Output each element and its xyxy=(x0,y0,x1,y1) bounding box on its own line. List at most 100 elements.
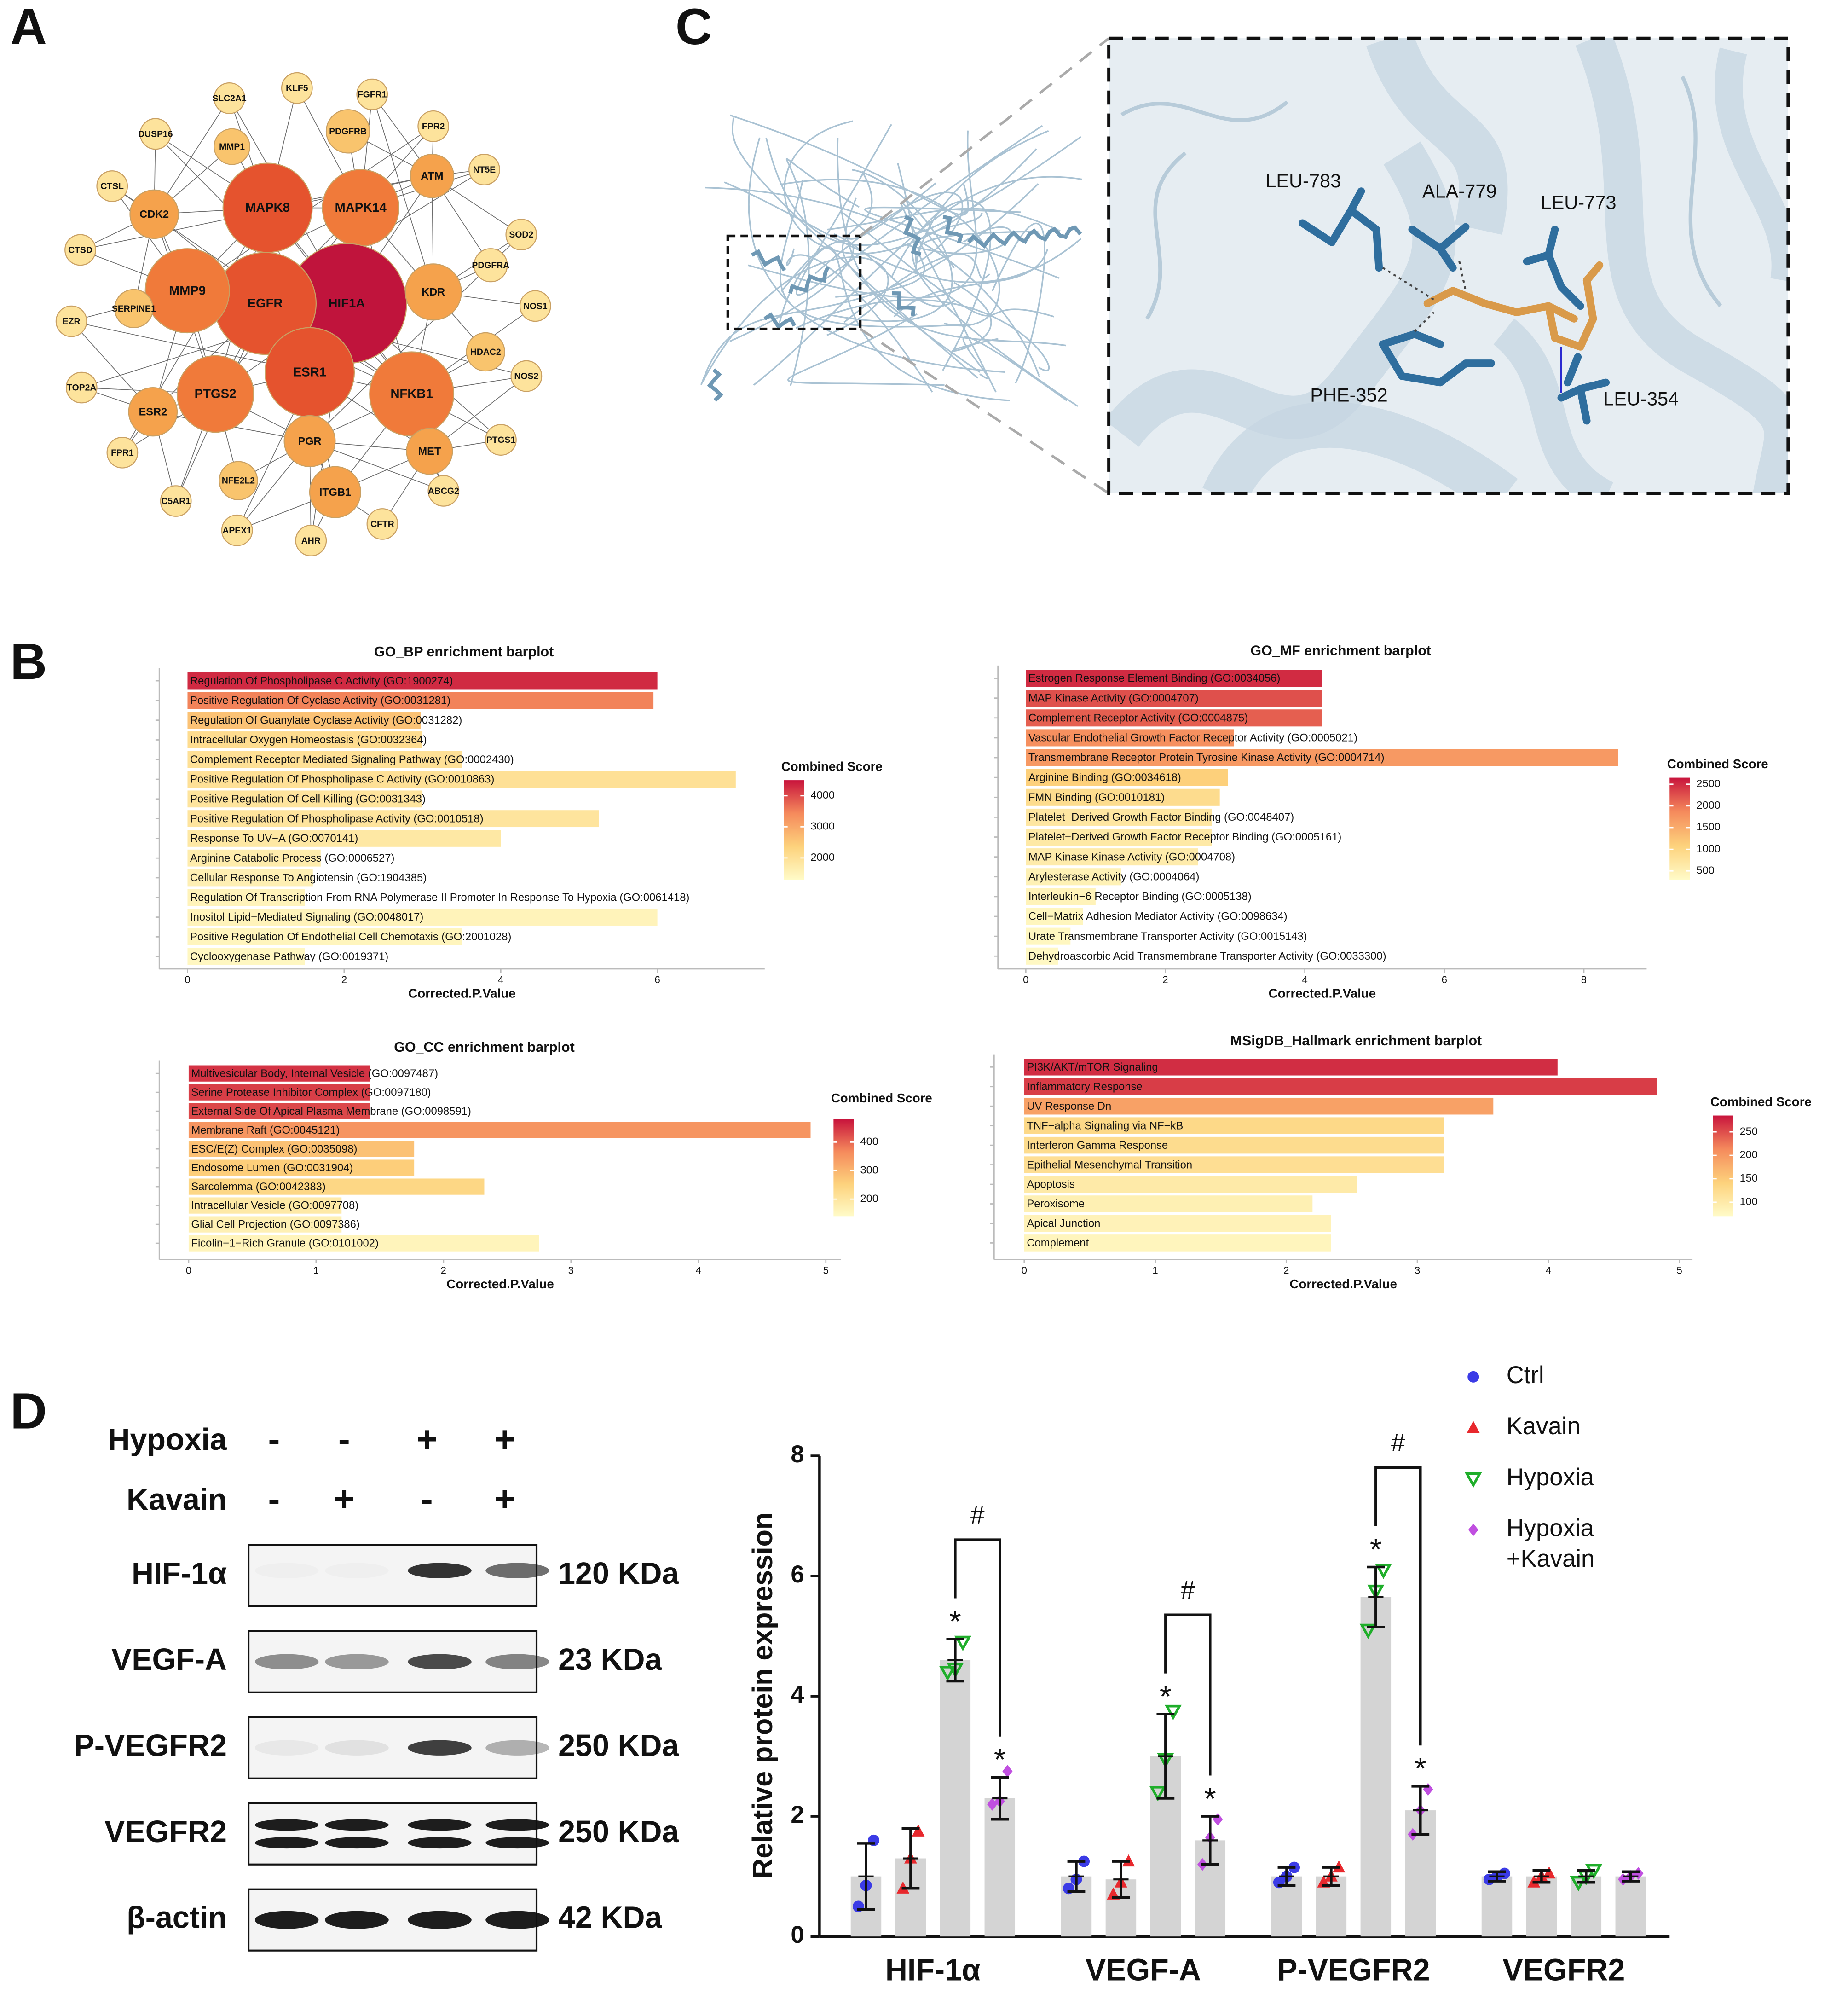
bar-label: Platelet−Derived Growth Factor Receptor … xyxy=(1028,831,1342,843)
network-node xyxy=(519,290,551,322)
blot-band xyxy=(408,1837,472,1849)
bar-label: Regulation Of Phospholipase C Activity (… xyxy=(190,675,453,687)
x-tick-label: HIF-1α xyxy=(885,1953,981,1987)
network-node xyxy=(221,514,253,546)
bar-label: Cellular Response To Angiotensin (GO:190… xyxy=(190,872,427,884)
blot-band xyxy=(325,1740,389,1756)
blot-band xyxy=(485,1911,549,1929)
x-tick-label: VEGFR2 xyxy=(1502,1953,1625,1987)
x-tick-label: 0 xyxy=(186,1264,191,1276)
blot-band xyxy=(254,1740,319,1756)
zoom-box-small xyxy=(726,234,862,330)
node-label: KDR xyxy=(422,286,445,298)
x-tick-label: 5 xyxy=(1676,1264,1682,1276)
x-tick-label: 4 xyxy=(1302,974,1307,985)
node-label: PDGFRA xyxy=(472,261,509,271)
x-tick-label: 6 xyxy=(1442,974,1447,985)
enrichment-chart: GO_MF enrichment barplot Estrogen Respons… xyxy=(994,643,1768,1001)
node-label: PGR xyxy=(298,435,322,447)
x-tick-label: 2 xyxy=(341,974,347,985)
condition-sign: - xyxy=(421,1479,433,1519)
protein-coil xyxy=(724,181,1082,283)
bar-label: External Side Of Apical Plasma Membrane … xyxy=(191,1105,471,1118)
blot-band xyxy=(254,1911,319,1929)
x-tick-label: 4 xyxy=(498,974,503,985)
colorbar-label: 150 xyxy=(1740,1172,1758,1184)
condition-sign: - xyxy=(268,1479,280,1519)
protein-coil xyxy=(962,336,1068,401)
node-label: MAPK8 xyxy=(245,200,290,214)
docking-panel: LEU-783 ALA-779 LEU-773 PHE-352 LEU-354 xyxy=(700,36,1790,495)
colorbar-label: 3000 xyxy=(811,820,835,832)
data-point xyxy=(954,1635,972,1651)
panel-label: C xyxy=(676,0,712,55)
bar xyxy=(1024,1097,1494,1115)
network-node xyxy=(129,189,179,239)
node-label: ESR1 xyxy=(293,365,326,379)
node-label: DUSP16 xyxy=(138,129,173,139)
protein-coil xyxy=(952,282,999,352)
bar xyxy=(188,1235,539,1252)
bar xyxy=(187,909,658,926)
residue-stick xyxy=(1577,385,1591,425)
protein-label: β-actin xyxy=(127,1901,227,1935)
bar xyxy=(188,1178,485,1195)
protein-size: 23 KDa xyxy=(558,1643,662,1677)
x-tick-label: 2 xyxy=(1162,974,1168,985)
bar xyxy=(1024,1234,1331,1252)
blot-band xyxy=(408,1563,472,1578)
bar-label: Interleukin−6 Receptor Binding (GO:00051… xyxy=(1028,891,1252,903)
bar-label: ESC/E(Z) Complex (GO:0035098) xyxy=(191,1143,357,1155)
y-tick-label: 2 xyxy=(791,1801,804,1828)
protein-helix xyxy=(763,312,797,330)
bar xyxy=(187,751,462,768)
node-label: ESR2 xyxy=(139,406,167,417)
colorbar-label: 500 xyxy=(1696,864,1714,876)
colorbar-label: 300 xyxy=(860,1164,878,1176)
colorbar-label: 250 xyxy=(1740,1125,1758,1137)
bar xyxy=(1026,927,1071,945)
legend-title: Combined Score xyxy=(1667,757,1768,771)
node-label: MMP9 xyxy=(169,283,206,297)
residue-stick xyxy=(1436,244,1457,272)
network-node xyxy=(410,154,455,198)
protein-label: HIF-1α xyxy=(132,1557,227,1591)
colorbar xyxy=(784,780,804,880)
bar xyxy=(1024,1195,1313,1212)
bar xyxy=(187,810,599,828)
protein-helix xyxy=(707,368,723,402)
bar-label: Intracellular Oxygen Homeostasis (GO:003… xyxy=(190,734,427,746)
coil xyxy=(1145,151,1187,320)
data-point xyxy=(1164,1704,1182,1721)
node-label: FPR1 xyxy=(111,448,134,458)
data-point xyxy=(1149,1786,1167,1802)
node-label: ITGB1 xyxy=(319,486,351,498)
node-label: APEX1 xyxy=(222,526,252,536)
condition-label: Hypoxia xyxy=(108,1423,227,1457)
blot-frame xyxy=(248,1716,538,1779)
protein-label: P-VEGFR2 xyxy=(74,1729,227,1763)
blot-band xyxy=(255,1563,318,1578)
chart-title: GO_CC enrichment barplot xyxy=(394,1039,575,1055)
x-tick-label: 1 xyxy=(1152,1264,1158,1276)
bar xyxy=(188,1065,370,1082)
legend-title: Combined Score xyxy=(831,1091,932,1105)
bar xyxy=(1360,1597,1392,1937)
significance-star: * xyxy=(949,1605,961,1639)
network-node xyxy=(55,305,87,337)
network-node xyxy=(114,289,154,328)
protein-coil xyxy=(701,183,1039,383)
bar-label: PI3K/AKT/mTOR Signaling xyxy=(1027,1061,1158,1073)
residue-stick xyxy=(1347,187,1365,214)
bar-label: Transmembrane Receptor Protein Tyrosine … xyxy=(1028,752,1385,764)
x-tick-label: P-VEGFR2 xyxy=(1277,1953,1430,1987)
condition-sign: + xyxy=(416,1420,437,1459)
residue-label: LEU-773 xyxy=(1541,191,1617,213)
ribbon xyxy=(1202,402,1518,493)
blot-band xyxy=(408,1819,472,1831)
protein-coil xyxy=(796,124,1043,296)
blot-band xyxy=(485,1837,549,1849)
colorbar xyxy=(833,1119,854,1217)
condition-sign: + xyxy=(494,1420,515,1459)
network-node xyxy=(128,387,178,437)
